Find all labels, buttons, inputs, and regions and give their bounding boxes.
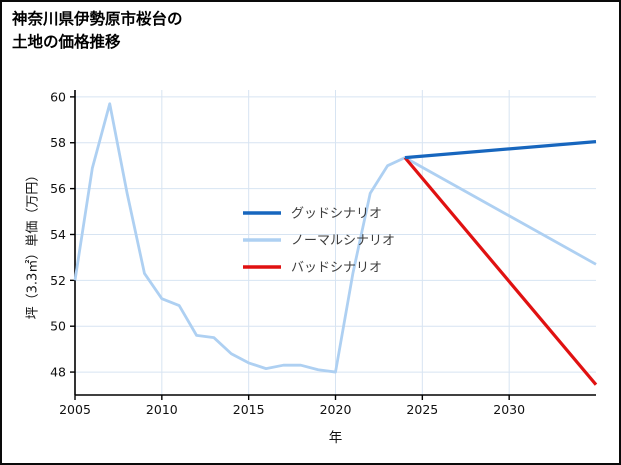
- chart-title-line1: 神奈川県伊勢原市桜台の: [12, 10, 183, 28]
- y-tick-label: 58: [50, 135, 66, 150]
- y-tick-label: 54: [50, 227, 66, 242]
- legend-label-0: グッドシナリオ: [291, 207, 382, 222]
- x-tick-label: 2020: [320, 402, 352, 417]
- chart-title: 神奈川県伊勢原市桜台の 土地の価格推移: [12, 8, 183, 55]
- x-tick-label: 2010: [146, 402, 178, 417]
- x-tick-label: 2030: [493, 402, 525, 417]
- legend-label-1: ノーマルシナリオ: [291, 234, 395, 249]
- x-tick-label: 2015: [233, 402, 265, 417]
- legend-label-2: バッドシナリオ: [291, 261, 382, 276]
- y-tick-label: 50: [50, 319, 66, 334]
- y-axis-label: 坪（3.3㎡）単価（万円）: [25, 168, 41, 320]
- y-tick-label: 48: [50, 365, 66, 380]
- y-tick-label: 56: [50, 181, 66, 196]
- x-axis-label: 年: [328, 430, 343, 446]
- y-tick-label: 60: [50, 89, 66, 104]
- y-tick-label: 52: [50, 273, 66, 288]
- series-line-1: [73, 102, 597, 374]
- series-line-0: [404, 140, 597, 160]
- chart-title-line2: 土地の価格推移: [12, 33, 121, 52]
- x-tick-label: 2005: [59, 402, 91, 417]
- series-line-2: [403, 156, 598, 386]
- x-tick-label: 2025: [406, 402, 438, 417]
